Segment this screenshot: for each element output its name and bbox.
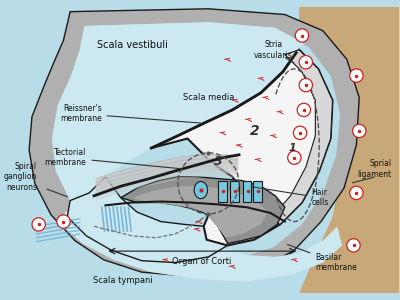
Text: Hair
cells: Hair cells [251, 187, 329, 207]
Circle shape [294, 126, 307, 140]
Circle shape [299, 56, 312, 69]
Circle shape [297, 103, 310, 117]
Circle shape [288, 151, 301, 164]
Polygon shape [299, 7, 399, 293]
Text: Stria
vascularis: Stria vascularis [254, 40, 293, 60]
Circle shape [299, 78, 312, 92]
Polygon shape [132, 186, 268, 238]
Circle shape [352, 124, 366, 138]
Text: 3: 3 [214, 155, 222, 168]
Text: Basilar
membrane: Basilar membrane [288, 244, 357, 272]
Text: Tectorial
membrane: Tectorial membrane [45, 148, 182, 169]
FancyBboxPatch shape [243, 182, 252, 203]
Text: Scala tympani: Scala tympani [93, 276, 152, 285]
Text: Scala vestibuli: Scala vestibuli [97, 40, 168, 50]
Polygon shape [270, 50, 332, 224]
Circle shape [350, 186, 363, 200]
Circle shape [295, 29, 309, 42]
Text: Organ of Corti: Organ of Corti [172, 257, 232, 266]
Text: Spiral
ganglion
neurons: Spiral ganglion neurons [3, 162, 37, 192]
Polygon shape [151, 50, 332, 245]
Text: 1: 1 [288, 143, 296, 153]
Polygon shape [67, 177, 228, 262]
FancyBboxPatch shape [218, 182, 227, 203]
Circle shape [347, 239, 360, 252]
Circle shape [32, 218, 45, 231]
Polygon shape [52, 22, 304, 201]
Circle shape [57, 215, 70, 228]
Polygon shape [61, 202, 342, 282]
Text: 2: 2 [250, 124, 259, 138]
Ellipse shape [194, 182, 208, 199]
Polygon shape [52, 22, 340, 262]
Polygon shape [121, 177, 285, 244]
Polygon shape [29, 9, 359, 276]
Circle shape [350, 69, 363, 82]
Text: Scala media: Scala media [183, 93, 234, 102]
Text: Reissner's
membrane: Reissner's membrane [60, 104, 201, 123]
Text: Sprial
ligament: Sprial ligament [358, 159, 392, 179]
FancyBboxPatch shape [253, 182, 262, 203]
FancyBboxPatch shape [230, 182, 239, 203]
